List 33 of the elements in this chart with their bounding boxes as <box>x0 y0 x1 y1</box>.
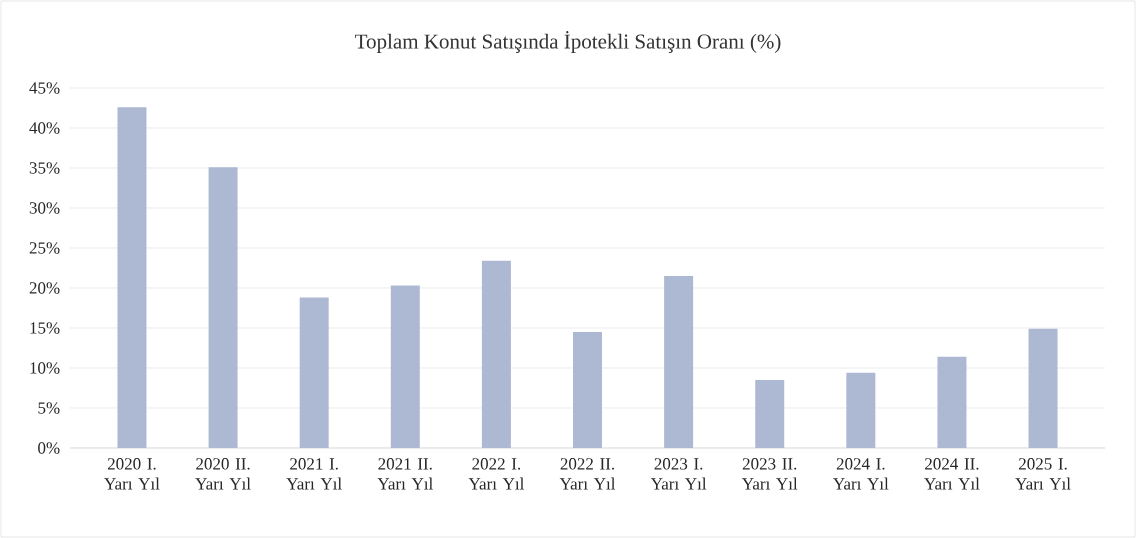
x-tick-label: 2021 II. Yarı Yıl <box>377 458 433 490</box>
x-tick-label: 2025 I. Yarı Yıl <box>1015 458 1071 490</box>
y-tick-label: 20% <box>29 282 60 294</box>
y-tick-label: 45% <box>29 82 60 94</box>
x-tick-label: 2020 I. Yarı Yıl <box>104 458 160 490</box>
x-tick-label: 2023 I. Yarı Yıl <box>650 458 707 490</box>
bar <box>1028 328 1058 448</box>
bar <box>573 331 603 448</box>
y-tick-label: 25% <box>29 242 60 254</box>
bar <box>390 285 420 448</box>
x-tick-label: 2023 II. Yarı Yıl <box>741 458 798 490</box>
bar <box>755 379 785 448</box>
x-tick-label: 2022 I. Yarı Yıl <box>468 458 525 490</box>
x-tick-label: 2021 I. Yarı Yıl <box>286 458 342 490</box>
bar <box>299 297 329 448</box>
y-tick-label: 10% <box>30 362 60 374</box>
bar <box>481 260 511 448</box>
chart-title: Toplam Konut Satışında İpotekli Satışın Oranı (%) <box>355 31 781 53</box>
bar <box>208 167 238 448</box>
y-tick-label: 35% <box>29 162 60 174</box>
y-tick-label: 30% <box>29 202 60 214</box>
y-tick-label: 15% <box>30 322 60 334</box>
x-tick-label: 2020 II. Yarı Yıl <box>195 458 251 490</box>
bar <box>846 372 876 448</box>
y-tick-label: 40% <box>29 122 60 134</box>
bar <box>117 107 147 448</box>
x-tick-label: 2022 II. Yarı Yıl <box>559 458 616 490</box>
bar <box>664 275 694 448</box>
x-tick-label: 2024 II. Yarı Yıl <box>924 458 980 490</box>
bar <box>937 356 967 448</box>
y-tick-label: 0% <box>38 442 60 454</box>
x-tick-label: 2024 I. Yarı Yıl <box>833 458 889 490</box>
y-tick-label: 5% <box>38 402 60 414</box>
